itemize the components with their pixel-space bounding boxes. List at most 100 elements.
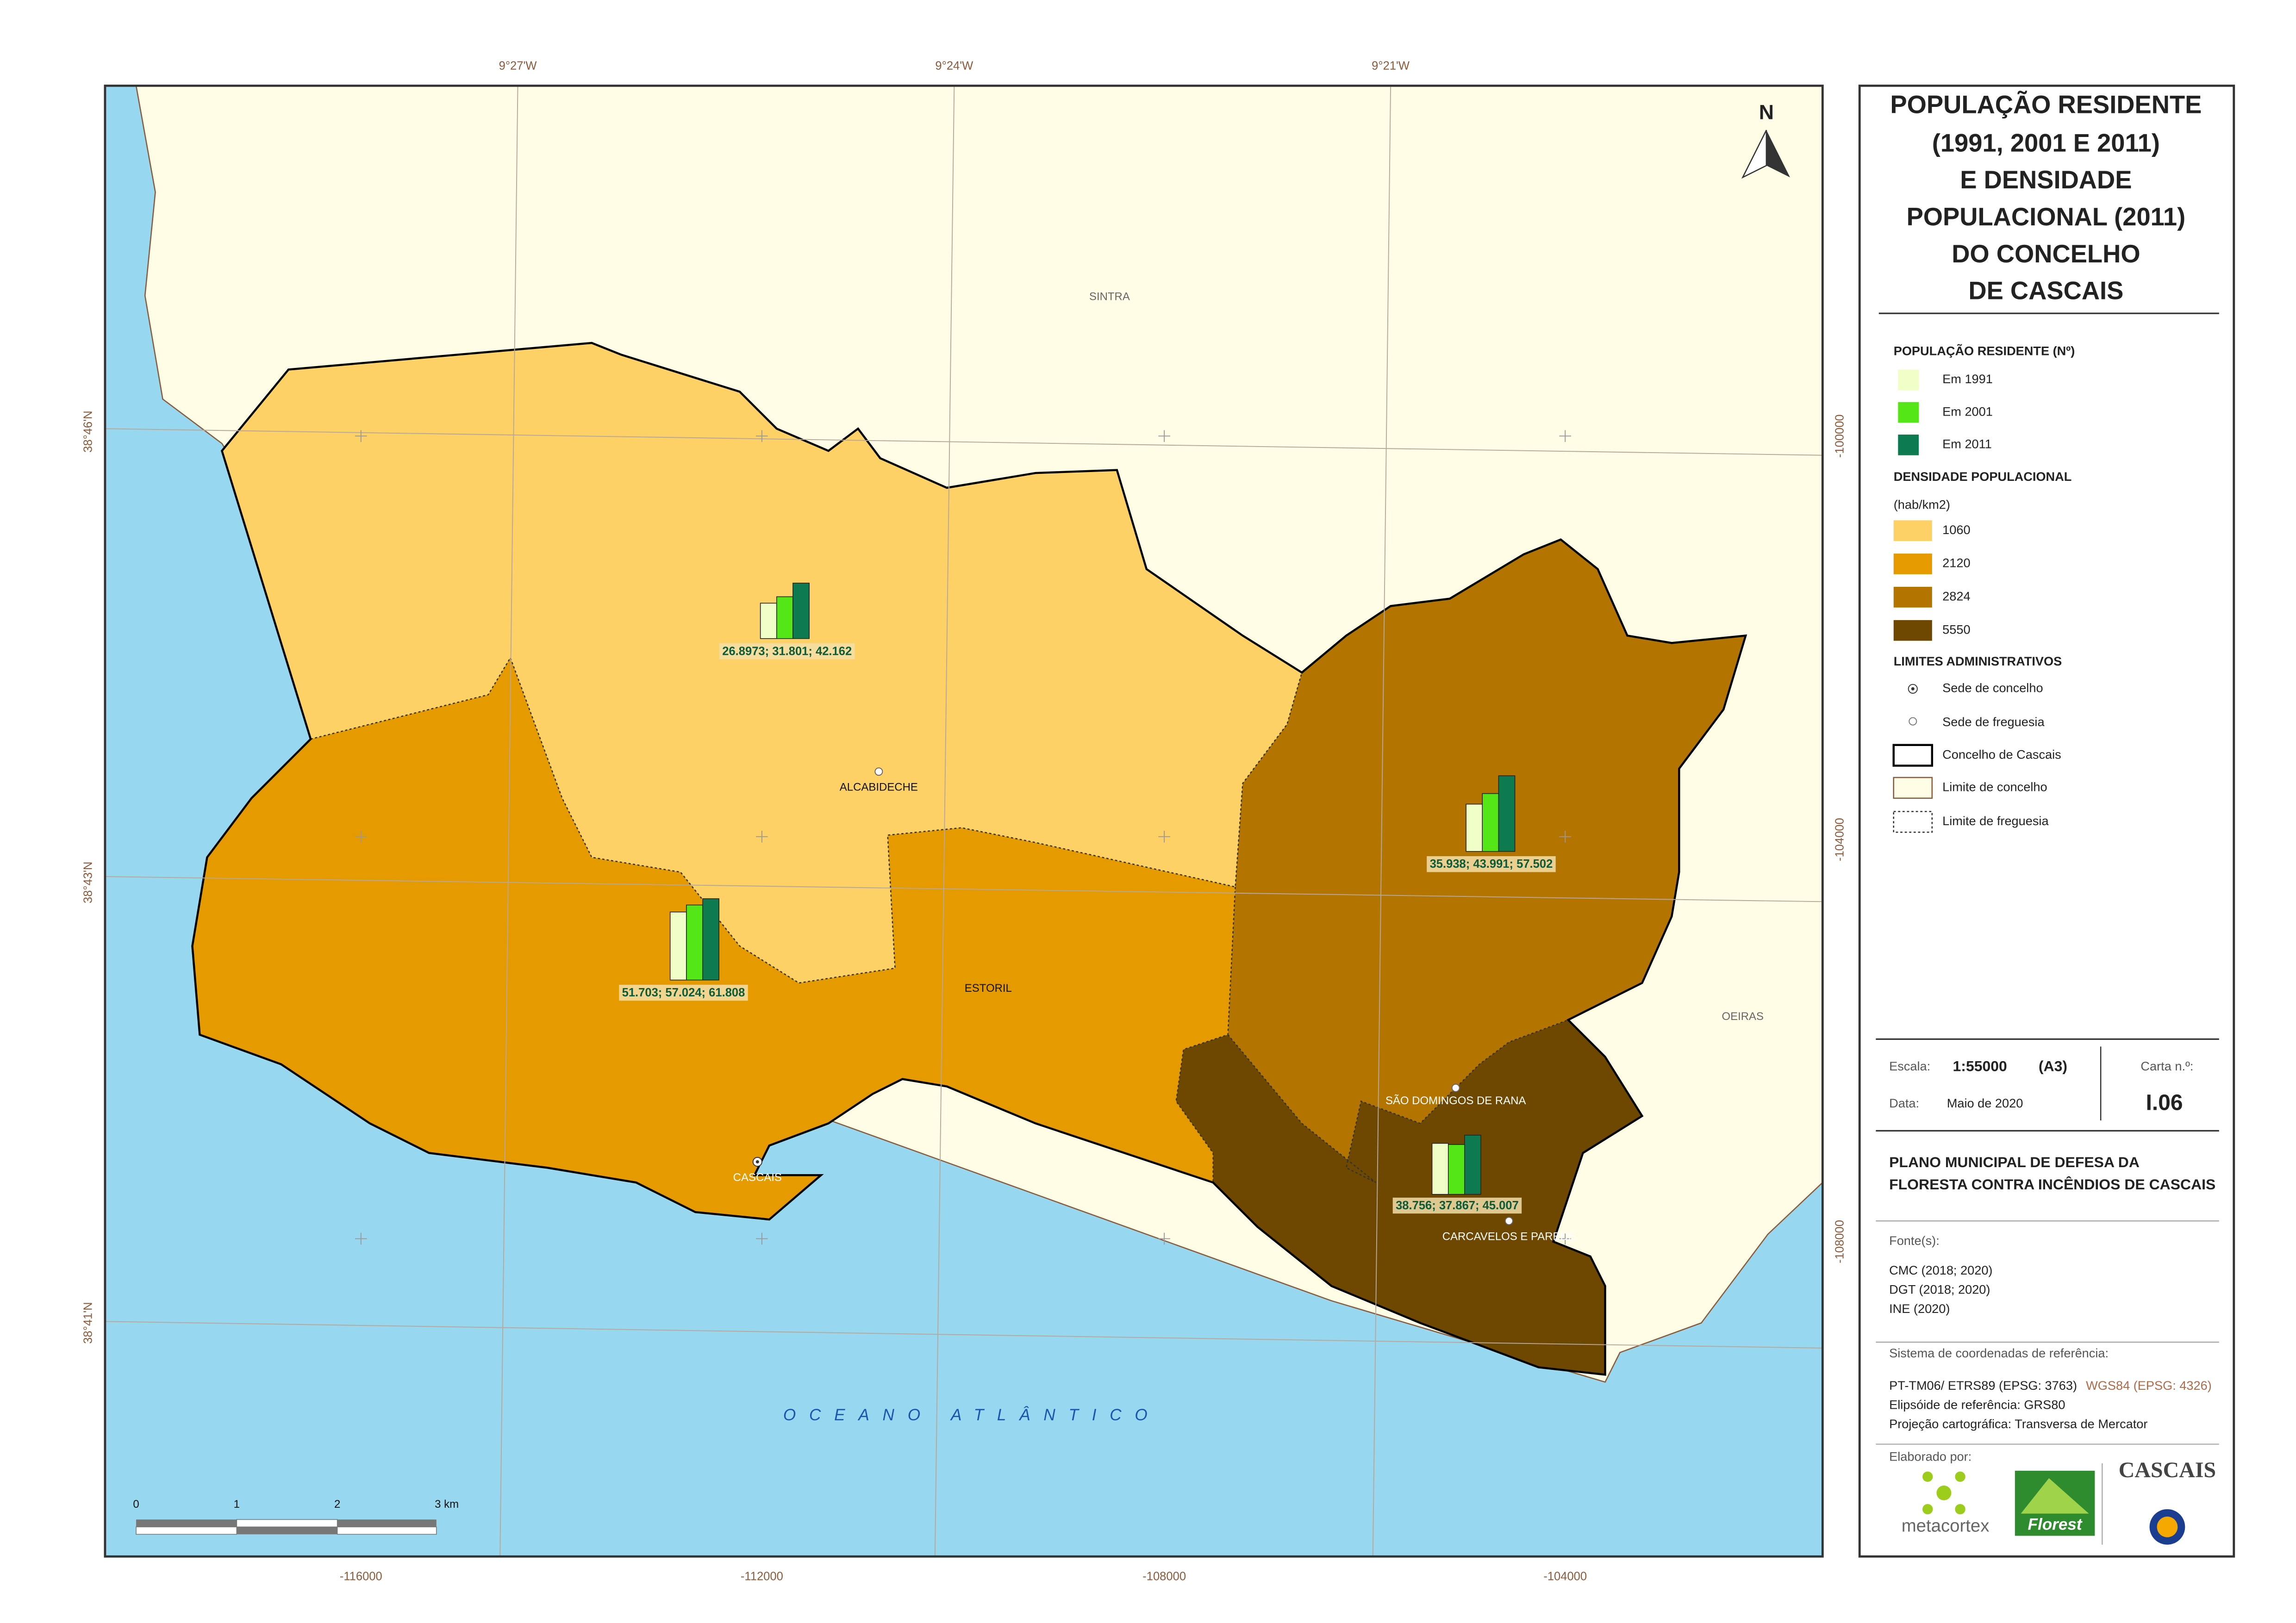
- date: Maio de 2020: [1947, 1096, 2023, 1110]
- north-arrow-right: [1766, 130, 1791, 178]
- source: CMC (2018; 2020): [1889, 1263, 1992, 1277]
- title-line: POPULACIONAL (2011): [1907, 203, 2186, 231]
- parish-seat: [1504, 1217, 1513, 1225]
- logo-florest: Florest: [2015, 1471, 2095, 1536]
- graticule-label: -108000: [1142, 1570, 1186, 1583]
- scale-segment: [337, 1519, 437, 1527]
- logo-text: CASCAIS: [2119, 1458, 2216, 1482]
- title-line: POPULAÇÃO RESIDENTE: [1890, 90, 2202, 118]
- grid-cross: [355, 831, 367, 843]
- place-label: ALCABIDECHE: [840, 781, 918, 794]
- graticule-label: 38°46'N: [81, 410, 94, 452]
- scale-label: 3 km: [435, 1498, 459, 1511]
- legend-label: Em 2011: [1942, 437, 1992, 451]
- population-bar: [702, 898, 719, 981]
- grid-crosses: [355, 430, 1572, 1245]
- legend-symbol: [1892, 744, 1934, 767]
- scale-segment: [236, 1519, 338, 1528]
- scale-segment: [136, 1526, 237, 1535]
- graticule-label: 9°24'W: [935, 59, 973, 72]
- legend-heading: DENSIDADE POPULACIONAL: [1894, 469, 2072, 484]
- grid-cross: [1559, 430, 1572, 442]
- legend-label: Concelho de Cascais: [1942, 747, 2061, 761]
- logo-text: Florest: [2028, 1515, 2083, 1533]
- municipality-seat-dot: [755, 1160, 759, 1163]
- sea-label: OCEANO ATLÂNTICO: [783, 1406, 1161, 1424]
- logo-shape: [2021, 1478, 2089, 1514]
- info-label: Data:: [1889, 1096, 1919, 1110]
- population-bar: [760, 603, 777, 639]
- map-body: SINTRA OEIRAS ALCABIDECHE ESTORIL CASCAI…: [105, 86, 1823, 1557]
- paper-size: (A3): [2039, 1058, 2067, 1075]
- graticule-line: [105, 876, 1823, 902]
- grid-cross: [1559, 831, 1572, 843]
- population-legend: Em 1991 Em 2001 Em 2011: [1898, 369, 1993, 455]
- population-bar: [1447, 1144, 1465, 1195]
- legend-heading: LIMITES ADMINISTRATIVOS: [1894, 654, 2062, 668]
- legend-label: 5550: [1942, 622, 1970, 636]
- graticule-line: [105, 1321, 1823, 1349]
- info-label: Carta n.º:: [2140, 1059, 2193, 1073]
- graticule-label: 9°21'W: [1372, 59, 1410, 72]
- scale-label: 1: [234, 1498, 240, 1511]
- population-bar: [776, 596, 793, 639]
- graticule-line: [105, 428, 1823, 456]
- grid-cross: [355, 430, 367, 442]
- chart-label-bg: [619, 984, 748, 1001]
- logo-shape: [2157, 1517, 2178, 1537]
- legend-swatch: [1893, 520, 1932, 541]
- north-label: N: [1759, 101, 1774, 124]
- logo-shape: [1922, 1504, 1933, 1515]
- legend-unit: (hab/km2): [1894, 497, 1950, 512]
- chart-label: 51.703; 57.024; 61.808: [622, 986, 745, 999]
- legend-swatch: [1893, 620, 1932, 641]
- logo-metacortex: metacortex: [1902, 1471, 1990, 1536]
- legend-swatch: [1898, 402, 1919, 423]
- scale-value: 1:55000: [1953, 1058, 2007, 1075]
- parish-carcavelos: [1176, 1020, 1642, 1375]
- scale-segment: [136, 1519, 237, 1527]
- graticule-line: [499, 86, 518, 1557]
- source: INE (2020): [1889, 1301, 1950, 1316]
- graticule-label: 38°43'N: [81, 862, 94, 903]
- title-line: DE CASCAIS: [1968, 277, 2123, 305]
- logo-text: metacortex: [1902, 1516, 1990, 1536]
- grid-cross: [756, 430, 768, 442]
- scale-label: 0: [133, 1498, 139, 1511]
- density-legend: 1060 2120 2824 5550: [1893, 520, 1971, 641]
- sheet-number: I.06: [2146, 1091, 2183, 1115]
- info-label: Elaborado por:: [1889, 1449, 1972, 1463]
- legend-label: 1060: [1942, 522, 1970, 537]
- logo-shape: [1922, 1471, 1933, 1482]
- municipality-outline: [191, 342, 1747, 1376]
- parish-limit: [1227, 1019, 1569, 1183]
- legend-label: Sede de concelho: [1942, 681, 2043, 695]
- plan-title: FLORESTA CONTRA INCÊNDIOS DE CASCAIS: [1889, 1176, 2215, 1193]
- legend-swatch: [1893, 553, 1932, 574]
- title-line: (1991, 2001 E 2011): [1932, 129, 2160, 157]
- place-label: OEIRAS: [1722, 1010, 1764, 1023]
- population-bar: [1464, 1135, 1481, 1195]
- place-label: CASCAIS: [733, 1171, 782, 1184]
- graticule-label: 9°27'W: [499, 59, 537, 72]
- scale-bar: 0 1 2 3 km: [133, 1498, 459, 1535]
- parish-limit: [1175, 887, 1236, 1183]
- parish-seat: [1451, 1083, 1460, 1092]
- graticule-label: -104000: [1543, 1570, 1587, 1583]
- graticule-labels: 9°27'W 9°24'W 9°21'W -116000 -112000 -108000 -…: [81, 59, 1846, 1583]
- legend-swatch: [1898, 369, 1919, 391]
- legend-symbol: [1893, 777, 1933, 799]
- grid-cross: [1158, 831, 1170, 843]
- graticule-label: -100000: [1833, 414, 1846, 458]
- legend-symbol: [1893, 811, 1933, 833]
- grid-cross: [1158, 1232, 1170, 1245]
- graticule-line: [934, 86, 955, 1557]
- title-line: E DENSIDADE: [1960, 166, 2132, 194]
- logo-shape: [1936, 1485, 1952, 1500]
- graticule-line: [1372, 86, 1391, 1557]
- crs-alt: WGS84 (EPSG: 4326): [2086, 1378, 2212, 1393]
- info-label: Sistema de coordenadas de referência:: [1889, 1346, 2109, 1360]
- legend-label: Em 2001: [1942, 404, 1993, 418]
- logo-shape: [1955, 1504, 1965, 1515]
- place-label: SÃO DOMINGOS DE RANA: [1385, 1094, 1526, 1107]
